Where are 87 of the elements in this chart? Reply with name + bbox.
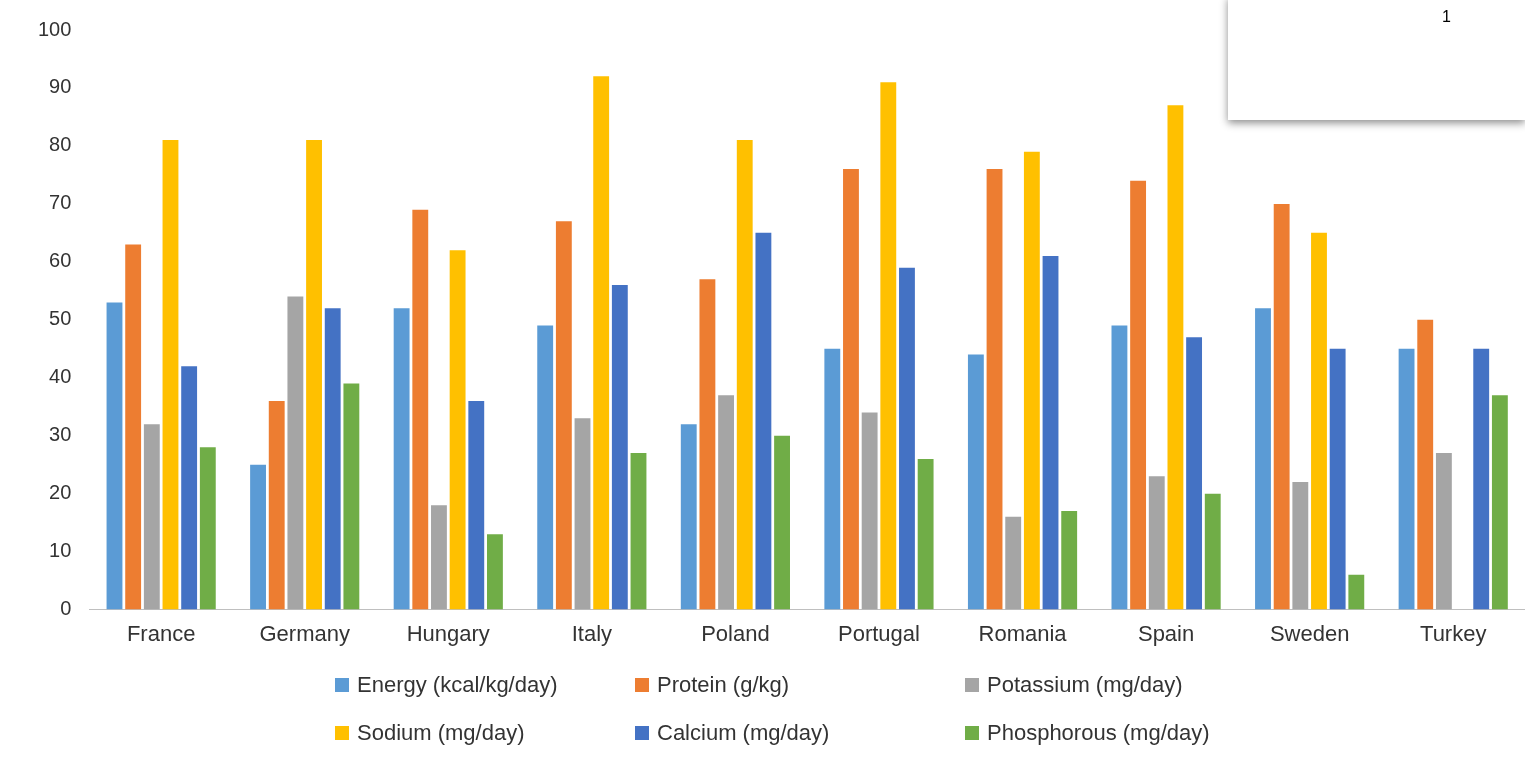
bar (268, 400, 285, 610)
bar (1204, 493, 1221, 610)
bar (755, 232, 772, 610)
bar (1186, 337, 1203, 610)
bar (699, 279, 716, 610)
bar (824, 348, 841, 610)
bar (736, 140, 753, 610)
bar (181, 366, 198, 610)
bar (718, 395, 734, 610)
bar (324, 308, 341, 610)
bar (393, 308, 410, 610)
bar (1148, 476, 1165, 610)
x-tick-label: Italy (571, 620, 613, 646)
x-tick-label: Portugal (837, 620, 920, 646)
bar (412, 209, 429, 610)
y-tick-label: 90 (49, 75, 72, 98)
bar (986, 169, 1003, 610)
legend-label: Phosphorous (mg/day) (987, 720, 1210, 746)
bar (574, 418, 591, 610)
bar (468, 400, 485, 610)
y-tick-label: 70 (49, 191, 72, 214)
x-tick-label: Hungary (406, 620, 490, 646)
bar (1005, 516, 1022, 610)
legend-label: Potassium (mg/day) (987, 672, 1183, 698)
bar (555, 221, 572, 610)
bar (1473, 348, 1490, 610)
bar (449, 250, 466, 610)
bar (880, 82, 897, 610)
x-tick-label: Sweden (1269, 620, 1350, 646)
bar (537, 325, 554, 610)
bar (630, 453, 647, 610)
bar (431, 505, 447, 610)
y-tick-label: 50 (49, 307, 72, 330)
x-tick-label: Turkey (1420, 620, 1487, 646)
bar (250, 464, 266, 610)
bar (899, 267, 915, 610)
bar (343, 383, 360, 610)
bar (1398, 348, 1415, 610)
legend-label: Energy (kcal/kg/day) (357, 672, 558, 698)
y-tick-label: 30 (49, 423, 72, 446)
bar (843, 169, 859, 610)
bar (967, 354, 984, 610)
y-tick-label: 60 (49, 249, 72, 272)
bar (1491, 395, 1508, 610)
bar (1042, 256, 1059, 610)
bar (106, 302, 123, 610)
bar (306, 140, 322, 610)
bar (1130, 180, 1147, 610)
bar (125, 244, 142, 610)
x-tick-label: Romania (978, 620, 1068, 646)
bar (917, 458, 934, 610)
bar (1417, 319, 1434, 610)
bar (143, 424, 160, 610)
bar (487, 534, 503, 610)
y-tick-label: 80 (49, 133, 72, 156)
bar (199, 447, 216, 610)
bar (1255, 308, 1271, 610)
bar (774, 435, 790, 610)
bar (1435, 453, 1452, 610)
bar (1061, 511, 1078, 610)
x-tick-label: France (126, 620, 196, 646)
legend-label: Calcium (mg/day) (657, 720, 830, 746)
bar (1329, 348, 1346, 610)
bar (1273, 203, 1290, 610)
bar (1311, 232, 1327, 610)
bar (680, 424, 697, 610)
bar (593, 76, 610, 610)
bar (1292, 482, 1309, 610)
y-tick-label: 0 (60, 597, 72, 620)
x-tick-label: Germany (259, 620, 350, 646)
bar (1023, 151, 1040, 610)
y-tick-label: 10 (49, 539, 72, 562)
y-tick-label: 40 (49, 365, 72, 388)
legend-label: Protein (g/kg) (657, 672, 790, 698)
y-tick-label: 20 (49, 481, 72, 504)
x-tick-label: Poland (701, 620, 770, 646)
bar (162, 140, 179, 610)
y-tick-label: 100 (37, 17, 72, 40)
bar (1348, 574, 1365, 610)
bar (287, 296, 304, 610)
bar (861, 412, 878, 610)
popup-panel: 1 (1228, 0, 1525, 120)
legend-label: Sodium (mg/day) (357, 720, 525, 746)
x-tick-label: Spain (1137, 620, 1195, 646)
bar (1111, 325, 1128, 610)
bar (1167, 105, 1184, 610)
bar (611, 285, 628, 610)
